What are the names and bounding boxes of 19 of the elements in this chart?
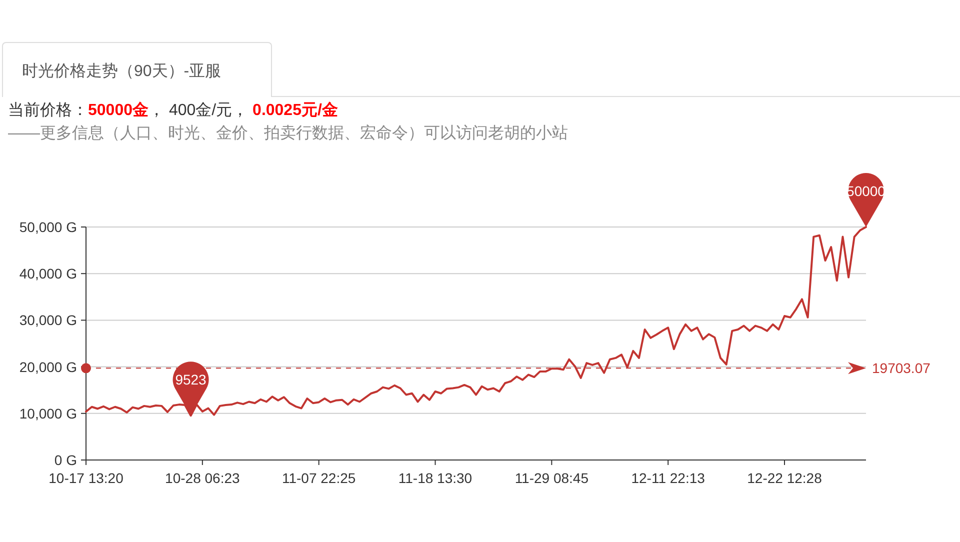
x-tick-label: 10-28 06:23 xyxy=(165,470,240,486)
line-series xyxy=(85,226,867,417)
y-tick-label: 40,000 G xyxy=(19,266,77,282)
x-tick-label: 11-18 13:30 xyxy=(398,470,472,486)
annotation: 9523 xyxy=(175,372,207,388)
y-tick-label: 10,000 G xyxy=(19,405,77,422)
x-tick-label: 10-17 13:20 xyxy=(48,470,124,486)
y-tick-label: 50,000 G xyxy=(19,219,77,235)
x-tick-label: 11-29 08:45 xyxy=(514,470,589,486)
x-tick-label: 12-11 22:13 xyxy=(631,470,706,486)
ref-line-label: 19703.07 xyxy=(872,360,931,376)
y-tick-label: 0 G xyxy=(54,452,77,468)
x-tick-label: 11-07 22:25 xyxy=(282,470,356,486)
chart-title: 时光价格走势（90天）-亚服 xyxy=(22,62,222,82)
chart-subtitle: 当前价格：50000金， 400金/元， 0.0025元/金 xyxy=(8,102,338,119)
y-tick-label: 20,000 G xyxy=(19,358,77,375)
text: ——更多信息（人口、时光、金价、拍卖行数据、宏命令）可以访问老胡的小站 xyxy=(8,124,568,144)
x-tick-label: 12-22 12:28 xyxy=(747,470,822,486)
y-tick-label: 30,000 G xyxy=(19,312,77,328)
